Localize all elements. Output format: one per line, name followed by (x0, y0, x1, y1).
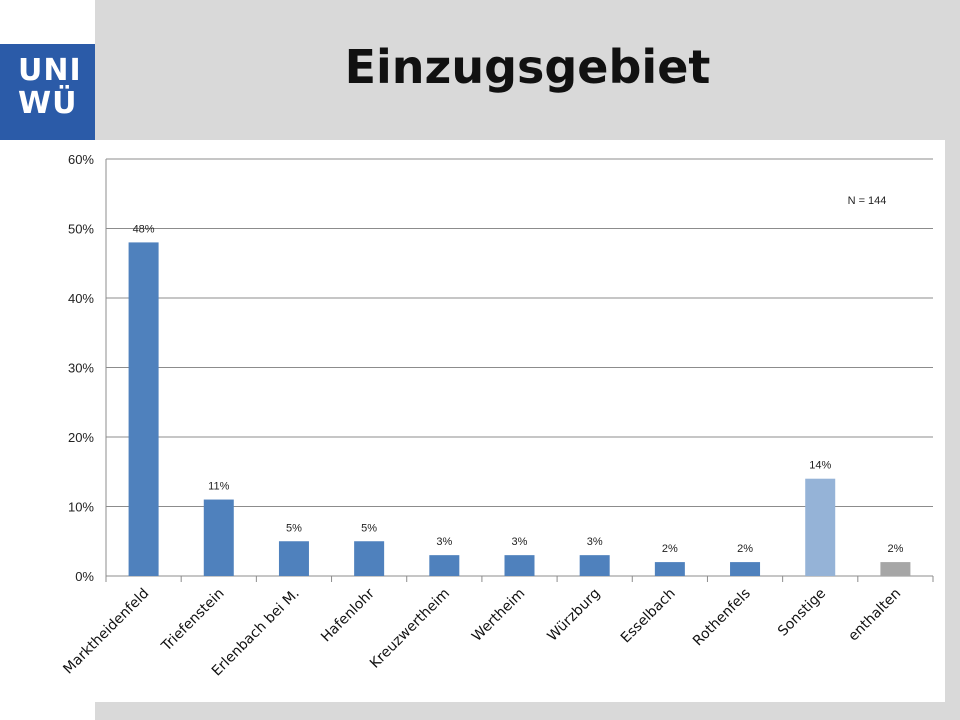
x-category-label: Wertheim (469, 586, 528, 645)
bar-5 (504, 555, 535, 576)
data-label: 2% (737, 543, 753, 555)
y-tick-label: 10% (68, 500, 94, 515)
data-label: 2% (662, 543, 678, 555)
x-category-label: enthalten (845, 586, 904, 645)
x-category-label: Esselbach (618, 586, 679, 647)
y-tick-label: 0% (75, 569, 94, 584)
bar-1 (203, 499, 234, 576)
data-label: 5% (286, 522, 302, 534)
data-label: 5% (361, 522, 377, 534)
x-category-label: Hafenlohr (318, 585, 378, 645)
logo-text: UNI WÜ (18, 53, 82, 121)
chart-panel: 0% 10% 20% 30% 40% 50% 60% 48% Marktheidenfeld 11… (60, 140, 945, 702)
slide-title: Einzugsgebiet (344, 40, 711, 94)
bar-10 (880, 562, 911, 576)
bar-6 (579, 555, 610, 576)
bar-7 (654, 562, 685, 576)
y-tick-label: 40% (68, 291, 94, 306)
y-tick-label: 30% (68, 361, 94, 376)
x-category-label: Würzburg (544, 586, 603, 645)
sample-size-note: N = 144 (848, 195, 887, 207)
y-tick-label: 20% (68, 430, 94, 445)
bar-0 (128, 242, 159, 576)
x-category-label: Sonstige (775, 586, 829, 640)
x-category-label: Kreuzwertheim (367, 586, 453, 672)
y-tick-label: 60% (68, 152, 94, 167)
x-category-label: Triefenstein (158, 586, 228, 656)
data-label: 3% (436, 536, 452, 548)
bar-9 (805, 478, 836, 576)
university-logo: UNI WÜ (0, 44, 95, 140)
bar-chart: 0%10%20%30%40%50%60%48%Marktheidenfeld11… (60, 152, 934, 679)
bar-3 (354, 541, 385, 576)
data-label: 48% (133, 223, 155, 235)
bar-4 (429, 555, 460, 576)
data-label: 2% (887, 543, 903, 555)
data-label: 3% (512, 536, 528, 548)
bar-2 (278, 541, 309, 576)
x-category-label: Rothenfels (690, 586, 754, 650)
data-label: 3% (587, 536, 603, 548)
bar-8 (730, 562, 761, 576)
data-label: 11% (208, 481, 229, 493)
data-label: 14% (809, 460, 831, 472)
y-tick-label: 50% (68, 222, 94, 237)
